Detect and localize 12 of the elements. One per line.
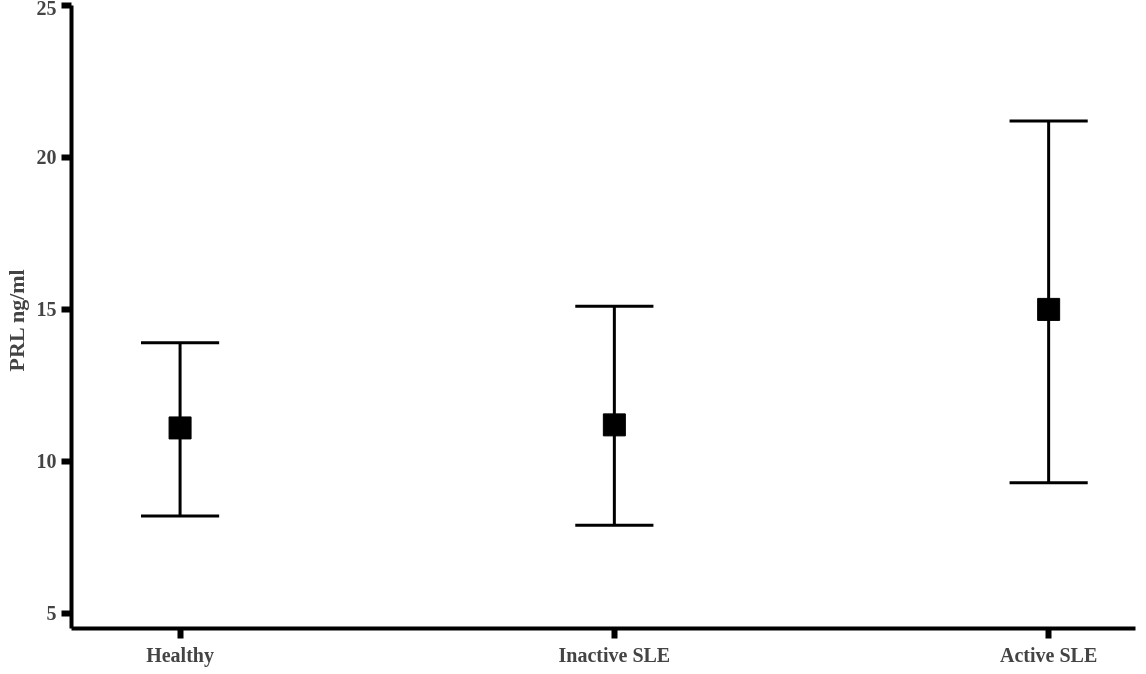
x-tick-label: Healthy: [146, 643, 214, 667]
y-tick-label: 25: [36, 0, 57, 19]
x-tick-label: Inactive SLE: [558, 643, 671, 666]
point: [1037, 297, 1061, 321]
y-axis-title: PRL ng/ml: [3, 269, 29, 372]
y-tick-label: 20: [36, 146, 57, 169]
point: [168, 416, 192, 440]
y-tick-label: 5: [46, 602, 57, 625]
point: [602, 413, 626, 437]
y-tick-label: 15: [36, 298, 57, 321]
x-tick-label: Active SLE: [1000, 643, 1098, 666]
y-tick-label: 10: [36, 450, 57, 473]
